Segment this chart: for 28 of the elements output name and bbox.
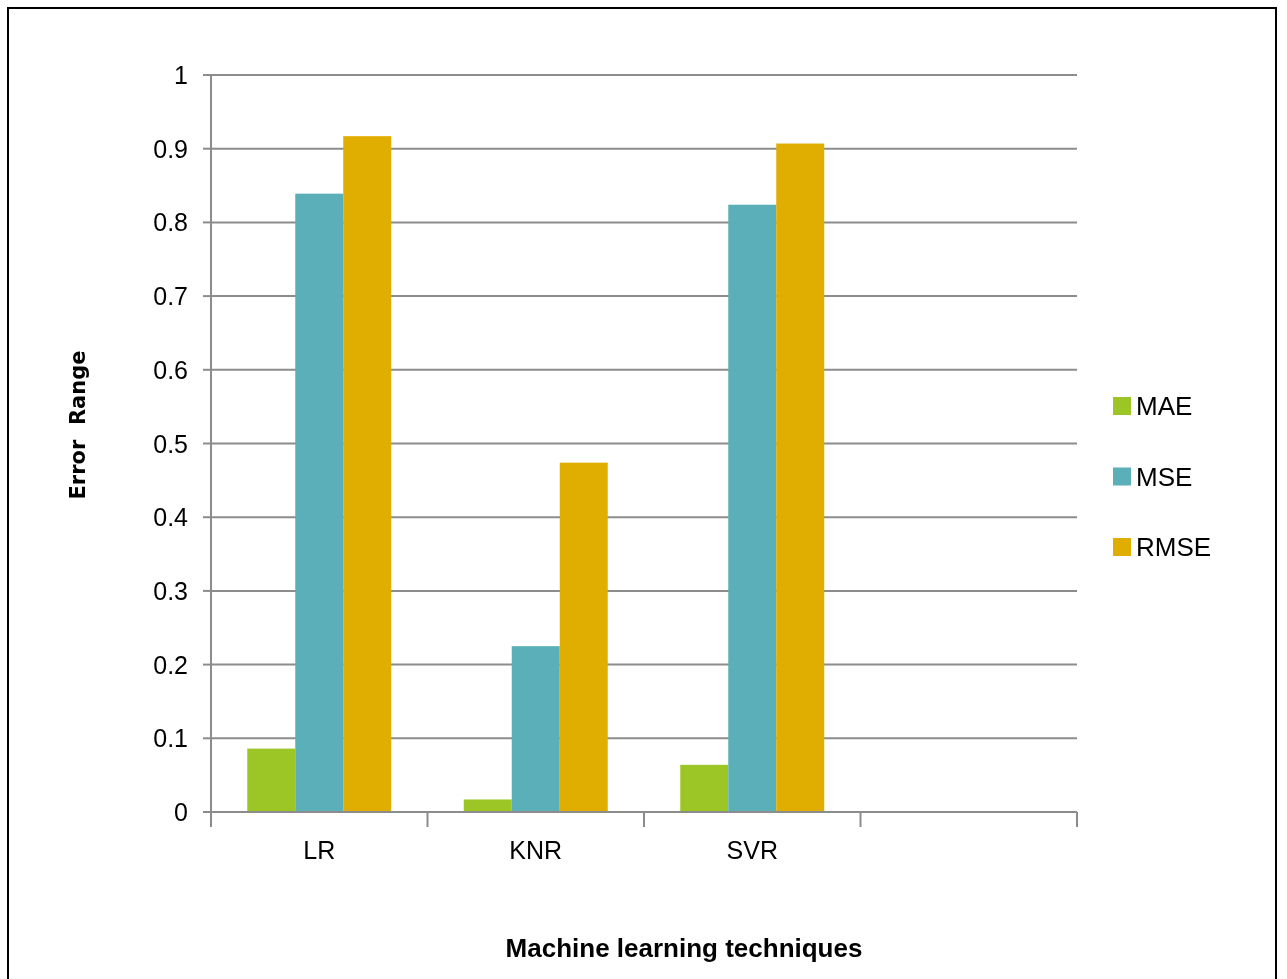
y-tick-label: 0.3	[153, 576, 188, 605]
bar	[463, 799, 512, 812]
y-tick-label: 0	[174, 798, 188, 826]
bar	[776, 143, 825, 812]
x-tick-label: SVR	[726, 836, 778, 864]
legend-label: MAE	[1136, 391, 1193, 422]
x-tick-label: KNR	[509, 836, 563, 864]
legend-label: MSE	[1136, 461, 1193, 492]
x-tick-label: LR	[303, 836, 336, 864]
bar	[247, 748, 296, 812]
bar	[511, 646, 560, 812]
y-tick-label: 0.7	[153, 282, 188, 311]
y-tick-label: 1	[174, 61, 188, 89]
y-tick-label: 0.5	[153, 429, 188, 458]
y-tick-label: 0.8	[153, 208, 188, 237]
bar	[343, 136, 392, 812]
bar	[295, 193, 344, 812]
x-axis-title: Machine learning techniques	[505, 933, 863, 964]
bar	[559, 462, 608, 812]
y-tick-label: 0.2	[153, 650, 188, 679]
bar	[728, 204, 777, 812]
y-tick-label: 0.4	[153, 503, 189, 532]
legend-label: RMSE	[1136, 532, 1212, 563]
y-tick-label: 0.9	[153, 134, 188, 163]
y-tick-label: 0.1	[153, 724, 188, 753]
y-tick-label: 0.6	[153, 355, 188, 384]
y-axis-title: Error Range	[65, 350, 90, 500]
bar	[680, 764, 729, 812]
